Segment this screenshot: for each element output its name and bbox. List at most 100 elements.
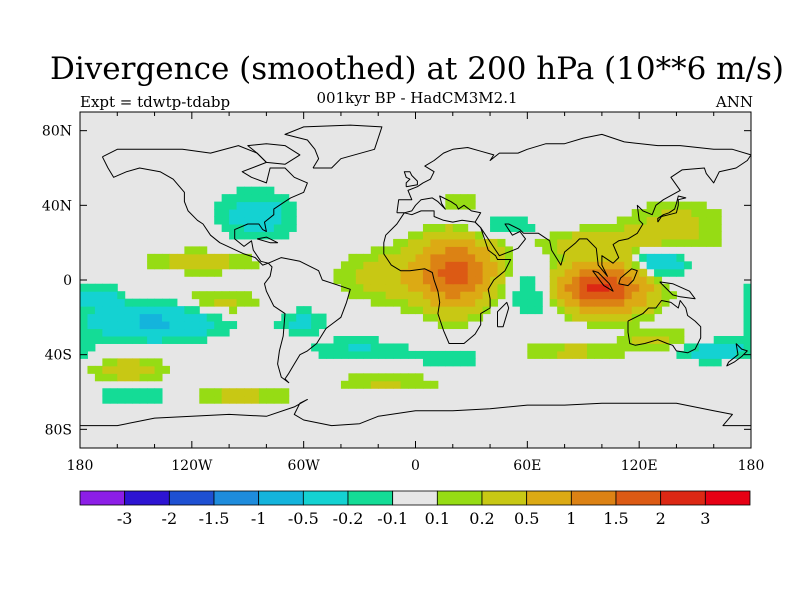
field-cell: [117, 373, 126, 382]
field-cell: [683, 343, 692, 352]
field-cell: [385, 276, 394, 285]
field-cell: [244, 395, 252, 404]
field-cell: [191, 291, 200, 300]
field-cell: [355, 276, 364, 285]
field-cell: [631, 216, 640, 225]
field-cell: [557, 253, 566, 262]
field-cell: [661, 231, 670, 240]
field-cell: [490, 253, 499, 262]
field-cell: [400, 298, 409, 307]
field-cell: [631, 261, 640, 270]
field-cell: [572, 350, 581, 359]
field-cell: [229, 201, 238, 210]
field-cell: [258, 395, 267, 404]
field-cell: [154, 388, 163, 397]
field-cell: [631, 268, 640, 277]
field-cell: [273, 216, 282, 225]
field-cell: [229, 321, 238, 330]
field-cell: [370, 261, 379, 270]
field-cell: [445, 194, 454, 203]
field-cell: [631, 343, 640, 352]
field-cell: [422, 358, 431, 367]
field-cell: [162, 261, 170, 270]
field-cell: [206, 261, 215, 270]
field-cell: [430, 246, 439, 255]
field-cell: [244, 224, 252, 232]
field-cell: [497, 283, 506, 292]
field-cell: [661, 261, 670, 270]
field-cell: [124, 298, 133, 307]
field-cell: [460, 350, 469, 359]
field-cell: [221, 291, 230, 300]
field-cell: [94, 321, 103, 330]
field-cell: [94, 291, 103, 300]
field-cell: [646, 313, 655, 322]
coast-uk: [403, 171, 418, 188]
field-cell: [176, 261, 185, 270]
field-cell: [452, 268, 461, 277]
field-cell: [176, 336, 185, 344]
field-cell: [348, 336, 357, 344]
field-cell: [348, 253, 357, 262]
field-cell: [691, 209, 700, 218]
coast-borneo: [618, 268, 638, 287]
field-cell: [586, 261, 595, 270]
field-cell: [102, 358, 111, 367]
field-cell: [363, 291, 372, 300]
field-cell: [206, 291, 215, 300]
field-cell: [132, 388, 141, 397]
field-cell: [475, 238, 484, 247]
field-cell: [422, 268, 431, 277]
field-cell: [594, 321, 603, 330]
field-cell: [639, 291, 648, 300]
field-cell: [139, 365, 148, 374]
field-cell: [147, 388, 156, 397]
field-cell: [497, 216, 506, 225]
field-cell: [579, 276, 588, 285]
field-cell: [244, 388, 252, 397]
field-cell: [348, 350, 357, 359]
field-cell: [311, 328, 320, 337]
field-cell: [646, 328, 655, 337]
field-cell: [676, 201, 685, 210]
field-cell: [109, 291, 118, 300]
field-cell: [579, 291, 588, 300]
field-cell: [631, 238, 640, 247]
field-cell: [676, 253, 685, 262]
field-cell: [572, 246, 581, 255]
field-cell: [430, 231, 439, 240]
field-cell: [206, 298, 215, 307]
field-cell: [393, 261, 402, 270]
field-cell: [512, 216, 521, 225]
field-cell: [564, 276, 573, 285]
field-cell: [676, 336, 685, 344]
field-cell: [437, 253, 446, 262]
field-cell: [572, 313, 581, 322]
field-cell: [594, 306, 603, 315]
field-cell: [452, 313, 461, 322]
field-cell: [519, 306, 528, 315]
field-cell: [639, 253, 648, 262]
field-cell: [415, 261, 424, 270]
field-cell: [616, 238, 625, 247]
colorbar-labels: -3 -2 -1.5 -1 -0.5 -0.2 -0.1 0.1 0.2 0.5 1 1.5 2 3: [117, 509, 711, 528]
field-cell: [482, 261, 491, 270]
field-cell: [698, 343, 707, 352]
field-cell: [579, 343, 588, 352]
field-cell: [594, 231, 603, 240]
field-cell: [102, 328, 111, 337]
field-cell: [572, 231, 581, 240]
field-cell: [422, 224, 431, 232]
field-cell: [549, 261, 558, 270]
field-cell: [490, 238, 499, 247]
field-cell: [199, 321, 208, 330]
field-cell: [490, 246, 499, 255]
field-cell: [437, 298, 446, 307]
field-cell: [601, 321, 610, 330]
figure-subtitle: 001kyr BP - HadCM3M2.1: [316, 89, 518, 107]
field-cell: [706, 343, 715, 352]
field-cell: [445, 268, 454, 277]
field-cell: [393, 380, 402, 389]
field-cell: [236, 201, 245, 210]
field-cell: [616, 343, 625, 352]
